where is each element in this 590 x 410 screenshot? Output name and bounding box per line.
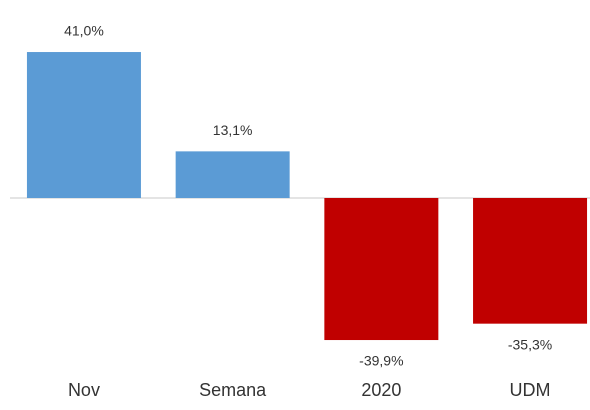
value-label: 13,1%: [213, 122, 253, 138]
bar: [473, 198, 588, 324]
value-label: 41,0%: [64, 23, 104, 39]
bar: [26, 52, 141, 198]
bar: [324, 198, 439, 341]
x-tick-label: UDM: [510, 380, 551, 400]
x-tick-label: Nov: [68, 380, 100, 400]
x-tick-label: Semana: [199, 380, 267, 400]
x-tick-label: 2020: [361, 380, 401, 400]
value-label: -39,9%: [359, 353, 403, 369]
bar: [175, 151, 290, 198]
value-label: -35,3%: [508, 336, 552, 352]
